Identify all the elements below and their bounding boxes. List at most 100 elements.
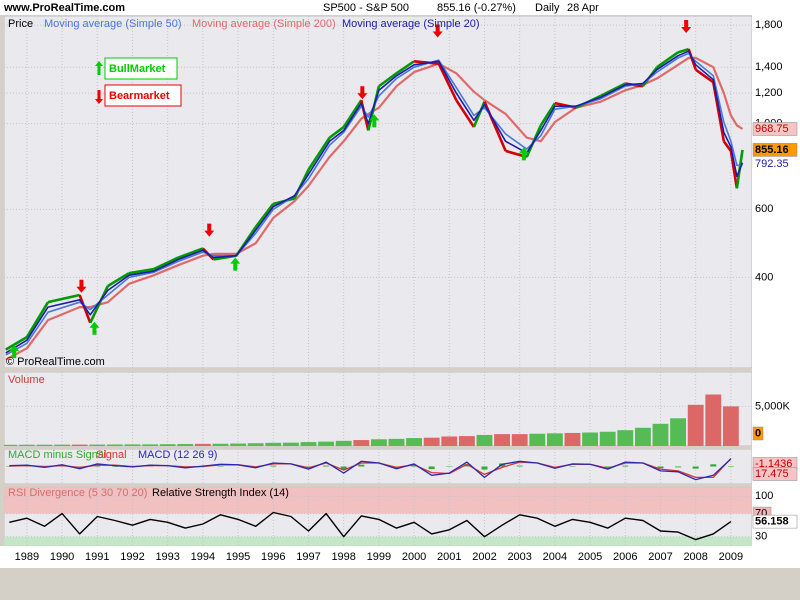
volume-bar	[388, 438, 405, 446]
band	[4, 536, 752, 546]
volume-bar	[687, 404, 704, 446]
histogram-bar	[270, 465, 277, 467]
price-segment	[307, 136, 331, 171]
panel	[4, 372, 752, 446]
volume-bar	[370, 439, 387, 446]
x-tick-label: 1993	[155, 551, 179, 563]
histogram-bar	[323, 465, 330, 467]
volume-bar	[634, 427, 651, 446]
y-tick-label: 1,800	[755, 19, 783, 31]
moving-average-line	[5, 50, 744, 354]
histogram-bar	[411, 465, 418, 467]
volume-bar	[511, 434, 528, 446]
x-tick-label: 2005	[578, 551, 602, 563]
volume-bar	[36, 444, 53, 446]
header-bar	[0, 0, 800, 15]
histogram-bar	[710, 464, 717, 467]
volume-bar	[476, 434, 493, 446]
instrument-title: SP500 - S&P 500	[323, 2, 409, 14]
panel	[4, 449, 752, 484]
last-value-box	[752, 122, 798, 136]
x-tick-label: 2003	[507, 551, 531, 563]
period: Daily	[535, 2, 560, 14]
price-segment	[677, 47, 690, 54]
histogram-bar	[481, 466, 488, 470]
volume-bar	[423, 437, 440, 446]
annotation-legend-box	[104, 84, 182, 107]
histogram-bar	[340, 466, 347, 470]
volume-bar	[582, 432, 598, 446]
price-segment	[729, 150, 739, 189]
legend-entry: Signal	[96, 449, 127, 461]
last-value-label: 792.35	[755, 158, 789, 170]
x-tick-label: 1994	[191, 551, 215, 563]
volume-bar	[441, 436, 458, 446]
volume-bar	[599, 431, 616, 446]
volume-bar	[212, 443, 229, 446]
y-tick-label: 30	[755, 531, 767, 543]
rsi-line	[9, 511, 732, 541]
price-segment	[5, 336, 28, 351]
price-segment	[694, 68, 715, 84]
x-tick-label: 2000	[402, 551, 426, 563]
volume-bar	[652, 423, 669, 446]
legend-entry: MACD (12 26 9)	[138, 449, 217, 461]
price-segment	[437, 63, 458, 101]
volume-bar	[71, 444, 88, 446]
x-tick-label: 2001	[437, 551, 461, 563]
annotation-legend-label: BullMarket	[109, 63, 166, 75]
volume-bar	[159, 444, 176, 446]
legend-entry: MACD minus Signal	[8, 449, 106, 461]
price-segment	[722, 140, 732, 152]
volume-bar	[177, 444, 194, 446]
last-value-box	[752, 426, 764, 441]
volume-bar	[335, 440, 352, 446]
date: 28 Apr	[567, 2, 599, 14]
signal-arrow	[89, 321, 100, 335]
x-tick-label: 1996	[261, 551, 285, 563]
histogram-bar	[463, 464, 470, 467]
histogram-bar	[727, 466, 734, 468]
x-tick-label: 1998	[331, 551, 355, 563]
x-tick-label: 1991	[85, 551, 109, 563]
signal-arrow	[681, 19, 692, 33]
volume-bar	[617, 430, 634, 446]
y-tick-label: 400	[755, 271, 773, 283]
price-segment	[395, 60, 415, 75]
x-tick-label: 2002	[472, 551, 496, 563]
volume-bar	[353, 440, 370, 446]
x-tick-label: 2006	[613, 551, 637, 563]
volume-bar	[194, 443, 211, 446]
price-segment	[600, 82, 626, 98]
legend-entry: Moving average (Simple 50)	[44, 18, 182, 30]
x-tick-label: 1989	[15, 551, 39, 563]
signal-arrow	[357, 86, 368, 100]
last-value-box	[752, 514, 798, 529]
price-segment	[342, 99, 363, 128]
last-value-label: 0	[755, 427, 761, 439]
last-value-label: 855.16	[755, 144, 789, 156]
volume-bar	[494, 434, 510, 446]
histogram-bar	[622, 465, 629, 467]
volume-bar	[722, 406, 739, 446]
volume-bar	[18, 444, 35, 446]
panel	[4, 487, 752, 546]
price-segment	[378, 72, 398, 88]
x-tick-label: 1999	[367, 551, 391, 563]
last-value-label: -1.1436	[755, 458, 792, 470]
price-segment	[89, 285, 110, 324]
signal-arrow	[230, 257, 241, 271]
volume-bar	[247, 443, 264, 446]
last-value-box	[752, 143, 798, 157]
x-axis-area	[0, 546, 800, 568]
site-name: www.ProRealTime.com	[3, 2, 125, 14]
signal-arrow	[432, 24, 443, 38]
annotation-legend-label: Bearmarket	[109, 90, 170, 102]
volume-bar	[54, 444, 70, 446]
volume-bar	[529, 433, 546, 446]
y-tick-label: 600	[755, 203, 773, 215]
panel-title: RSI Divergence (5 30 70 20)	[8, 487, 147, 499]
histogram-bar	[428, 466, 435, 470]
volume-bar	[406, 438, 422, 446]
indicator-line	[9, 458, 732, 481]
